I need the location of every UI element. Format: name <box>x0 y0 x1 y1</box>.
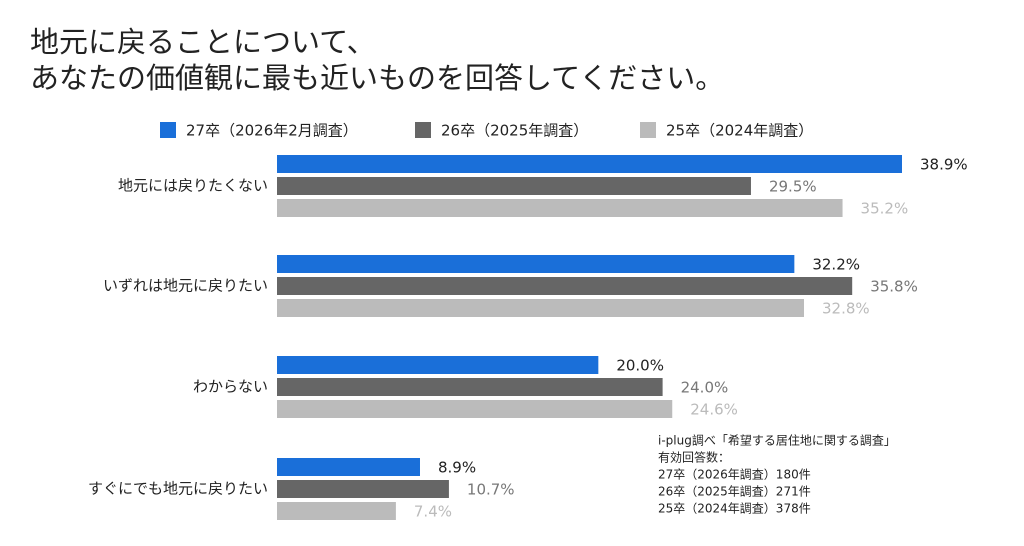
note: 27卒（2026年調査）180件 <box>658 468 811 482</box>
value-label: 24.0% <box>681 379 729 397</box>
bar <box>277 356 599 374</box>
bar <box>277 177 751 195</box>
value-label: 24.6% <box>690 401 738 419</box>
legend-label: 26卒（2025年調査） <box>441 122 588 140</box>
value-label: 29.5% <box>769 178 817 196</box>
value-label: 20.0% <box>616 357 664 375</box>
bar <box>277 502 396 520</box>
legend-swatch <box>160 122 176 138</box>
category-label: わからない <box>193 378 268 396</box>
chart-title: あなたの価値観に最も近いものを回答してください。 <box>30 61 724 95</box>
note: 26卒（2025年調査）271件 <box>658 485 811 499</box>
legend-label: 25卒（2024年調査） <box>666 122 813 140</box>
bar <box>277 378 663 396</box>
bar <box>277 255 795 273</box>
value-label: 38.9% <box>920 156 968 174</box>
bar <box>277 400 673 418</box>
value-label: 7.4% <box>414 503 452 521</box>
value-label: 8.9% <box>438 459 476 477</box>
bar <box>277 299 804 317</box>
bar <box>277 458 420 476</box>
category-label: いずれは地元に戻りたい <box>103 277 268 295</box>
chart-title: 地元に戻ることについて、 <box>30 25 376 59</box>
category-label: すぐにでも地元に戻りたい <box>88 480 268 498</box>
note: 有効回答数： <box>658 450 730 465</box>
bar <box>277 277 853 295</box>
bar <box>277 480 449 498</box>
value-label: 35.2% <box>861 200 909 218</box>
value-label: 32.8% <box>822 300 870 318</box>
legend-swatch <box>640 122 656 138</box>
value-label: 35.8% <box>870 278 918 296</box>
legend-label: 27卒（2026年2月調査） <box>186 122 358 140</box>
bar <box>277 155 902 173</box>
value-label: 32.2% <box>812 256 860 274</box>
note: 25卒（2024年調査）378件 <box>658 502 811 516</box>
bar <box>277 199 843 217</box>
category-label: 地元には戻りたくない <box>118 177 268 195</box>
value-label: 10.7% <box>467 481 515 499</box>
legend-swatch <box>415 122 431 138</box>
note: i-plug調べ「希望する居住地に関する調査」 <box>658 433 896 448</box>
